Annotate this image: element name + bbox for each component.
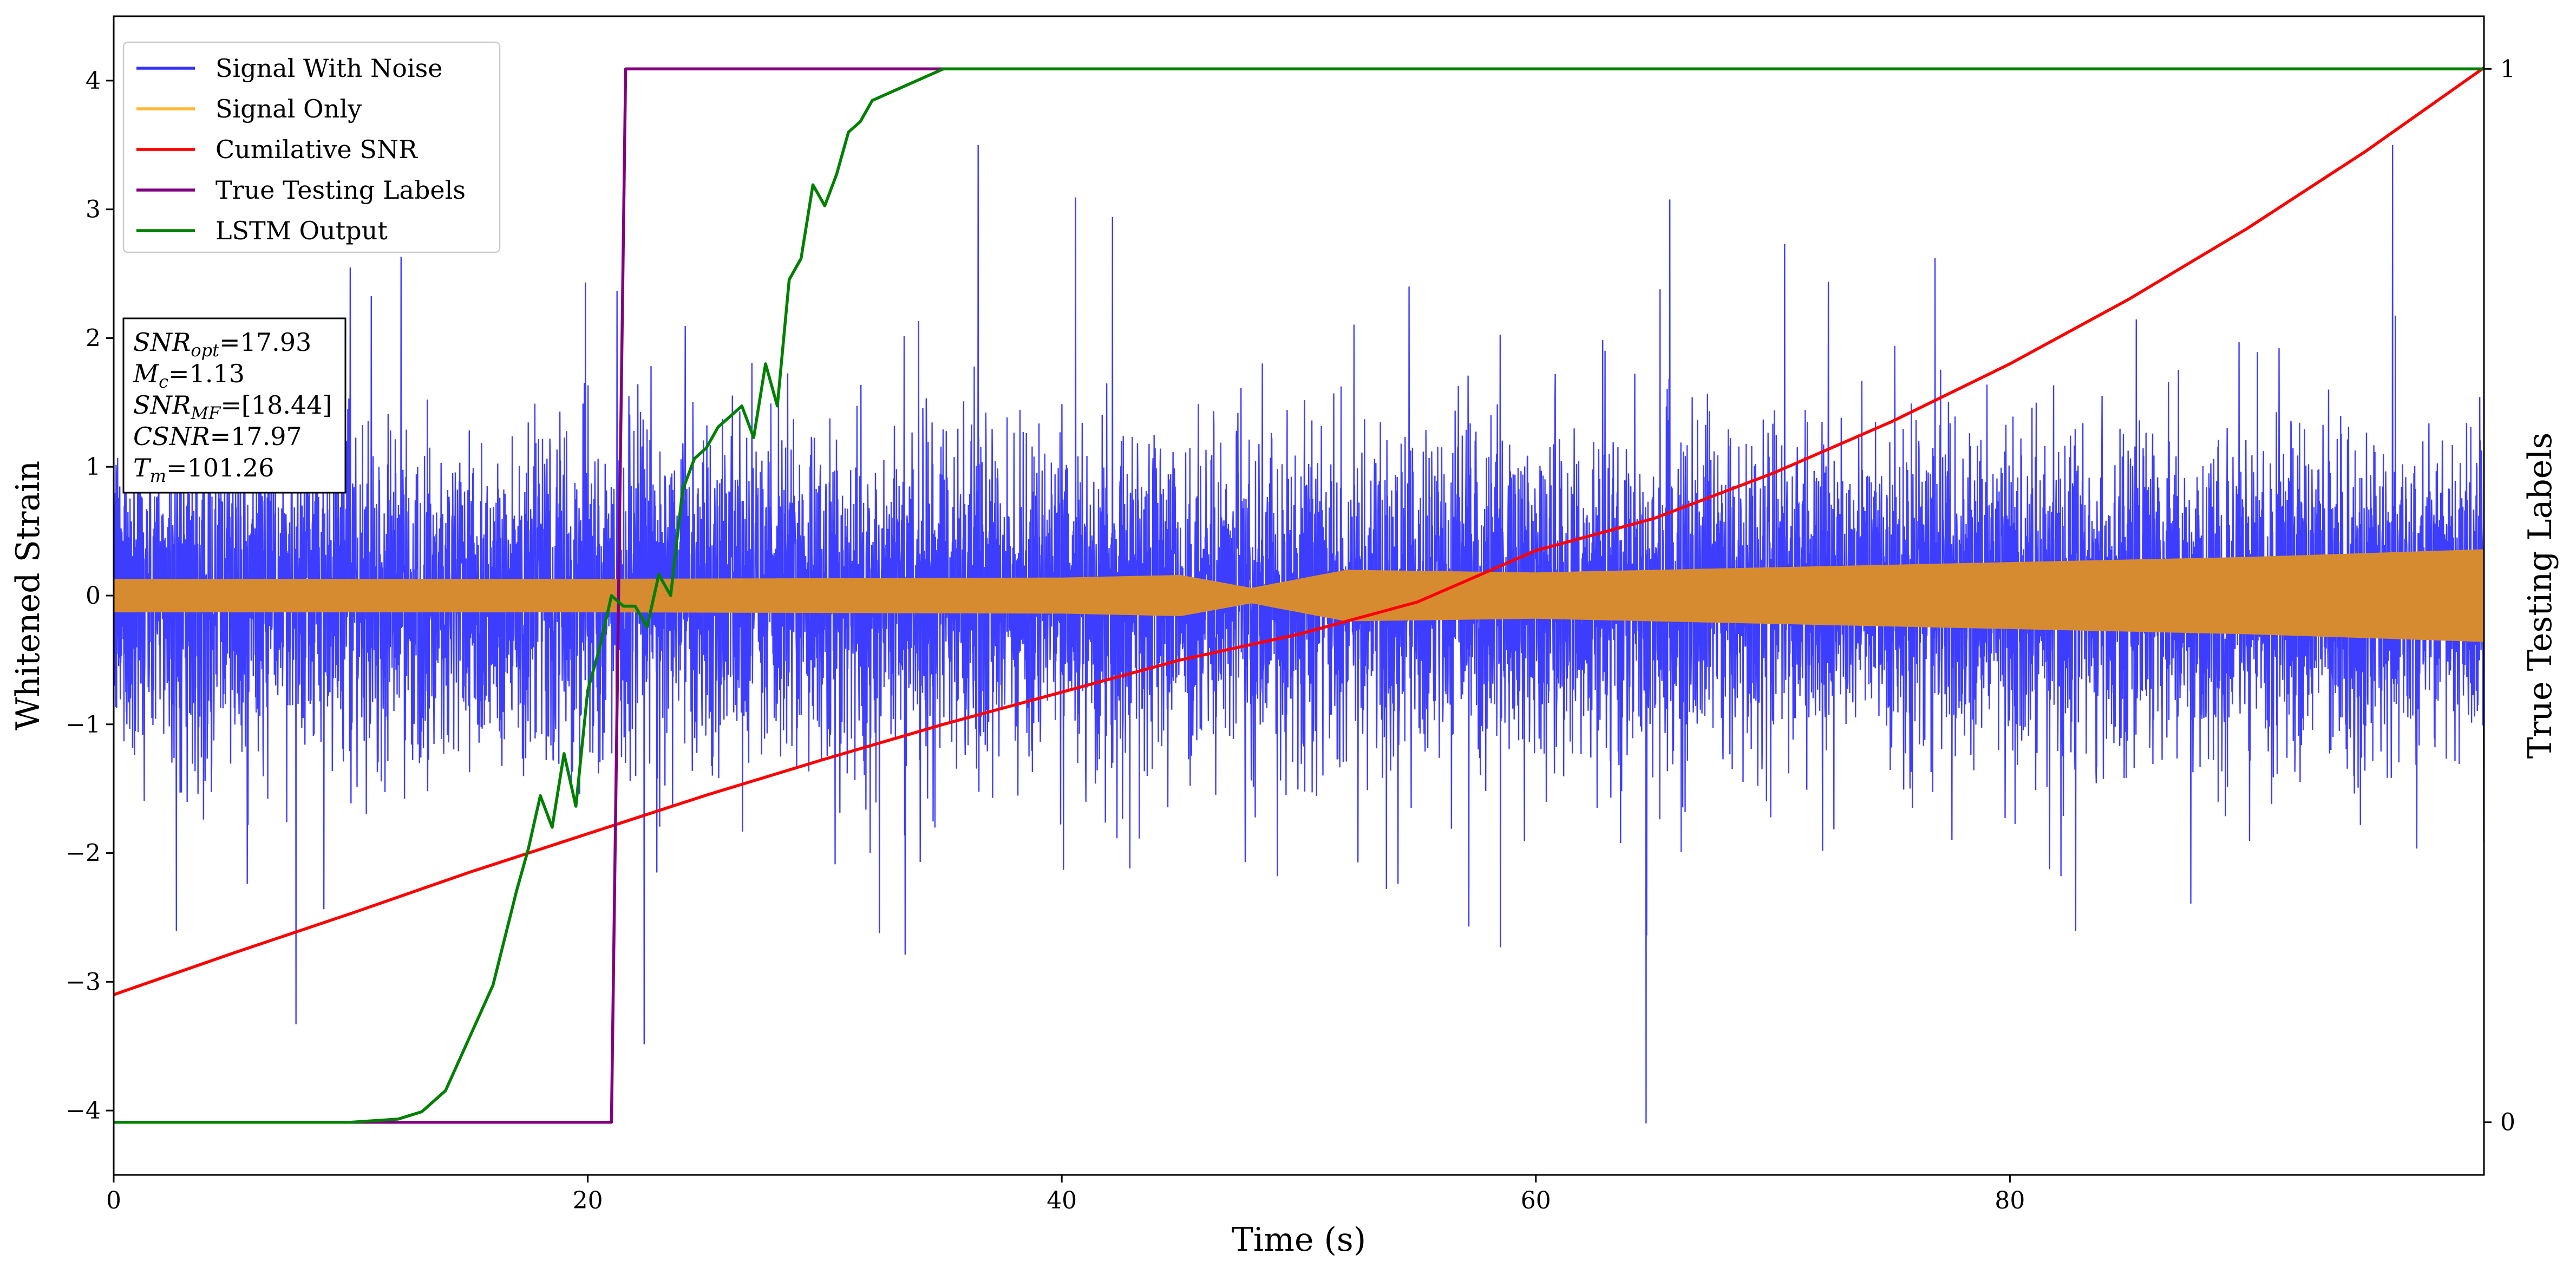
annotation-value: =[18.44] [220,390,332,420]
x-axis-label: Time (s) [1232,1221,1366,1259]
annotation-symbol: SNR [133,328,191,357]
legend-label-lstm-output: LSTM Output [215,216,388,245]
y-tick-label: −4 [66,1097,101,1125]
x-tick-label: 20 [573,1187,603,1214]
y-tick-label: −3 [66,968,101,996]
annotation-symbol: CSNR [133,422,210,451]
y2-axis: 01 [2484,55,2515,1136]
annotation-box: SNRopt=17.93Mc=1.13SNRMF=[18.44]CSNR=17.… [122,317,346,494]
annotation-value: =17.97 [210,422,302,451]
y-tick-label: 4 [86,67,101,95]
cumilative-snr-line [114,66,2484,996]
signal-only-band [114,549,2484,642]
x-axis: 0 20 40 60 80 [106,1175,2025,1214]
annotation-line: CSNR=17.97 [133,422,302,451]
x-tick-label: 60 [1521,1187,1551,1214]
annotation-line: Tm=101.26 [133,453,274,486]
annotation-symbol: M [133,359,160,388]
y-tick-label: 1 [86,453,101,481]
x-tick-label: 40 [1047,1187,1077,1214]
plot-data-layer [114,66,2484,1124]
annotation-value: =101.26 [166,453,274,482]
y2-tick-label: 0 [2500,1109,2515,1136]
legend-box [122,41,501,253]
annotation-line: SNRopt=17.93 [133,328,311,361]
y2-tick-label: 1 [2500,55,2515,83]
y-axis-label: Whitened Strain [9,461,47,730]
legend-label-true-testing-labels: True Testing Labels [215,175,466,205]
annotation-symbol: SNR [133,390,191,420]
y-tick-label: −2 [66,840,101,867]
y-axis: −4 −3 −2 −1 0 1 2 3 4 [66,67,114,1125]
lstm-output-line [114,67,2484,1124]
y-tick-label: 3 [86,196,101,224]
y-tick-label: 0 [86,582,101,610]
annotation-frame [122,317,346,494]
y2-axis-label: True Testing Labels [2521,433,2559,759]
annotation-symbol: T [133,453,152,482]
annotation-value: =1.13 [168,359,245,388]
y-tick-label: 2 [86,324,101,352]
x-tick-label: 0 [106,1187,121,1214]
legend-label-signal-only: Signal Only [215,94,362,123]
legend-label-cumilative-snr: Cumilative SNR [215,135,418,164]
annotation-value: =17.93 [219,328,311,357]
annotation-line: SNRMF=[18.44] [133,390,332,423]
x-tick-label: 80 [1995,1187,2025,1214]
legend: Signal With Noise Signal Only Cumilative S… [122,41,501,253]
annotation-subscript: opt [191,340,219,361]
legend-label-signal-with-noise: Signal With Noise [215,54,442,83]
annotation-subscript: c [159,371,168,392]
y-tick-label: −1 [66,711,101,739]
annotation-subscript: m [150,466,166,486]
annotation-line: Mc=1.13 [133,359,245,392]
annotation-subscript: MF [190,403,221,423]
